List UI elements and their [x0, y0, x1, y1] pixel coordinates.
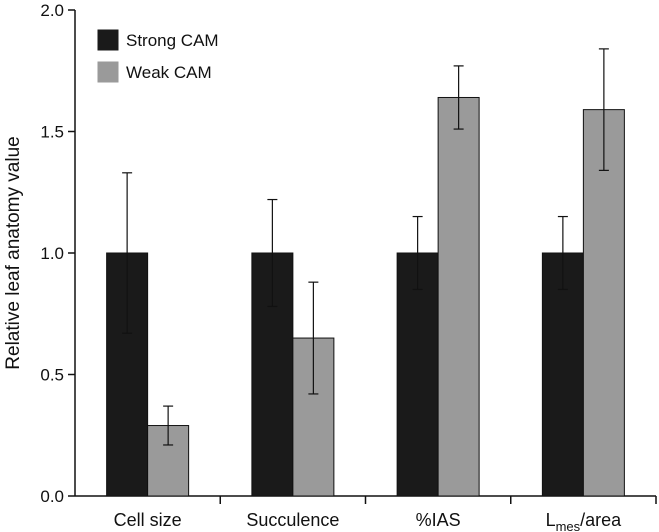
- category-labels: Cell size Succulence %IAS Lmes/area: [114, 510, 623, 532]
- bar-weak-cam: [437, 96, 480, 497]
- x-ticks: [219, 496, 657, 504]
- legend-swatch: [97, 29, 119, 51]
- category-label-subscript: mes: [556, 519, 581, 532]
- y-tick-label: 0.0: [40, 487, 64, 506]
- error-bars: [122, 48, 609, 446]
- y-axis-label: Relative leaf anatomy value: [3, 136, 24, 369]
- bar-strong-cam: [541, 252, 584, 497]
- legend-label: Strong CAM: [126, 31, 219, 50]
- bars: [106, 96, 625, 497]
- category-label-main: L: [546, 510, 556, 530]
- y-ticks: 0.0 0.5 1.0 1.5 2.0: [40, 1, 75, 506]
- y-tick-label: 1.0: [40, 244, 64, 263]
- category-label: Succulence: [246, 510, 339, 530]
- category-label: Cell size: [114, 510, 182, 530]
- category-label-rest: /area: [580, 510, 622, 530]
- legend-label: Weak CAM: [126, 63, 212, 82]
- legend: Strong CAM Weak CAM: [97, 29, 219, 83]
- y-tick-label: 1.5: [40, 123, 64, 142]
- category-label: %IAS: [416, 510, 461, 530]
- legend-swatch: [97, 61, 119, 83]
- y-tick-label: 0.5: [40, 366, 64, 385]
- y-tick-label: 2.0: [40, 1, 64, 20]
- category-label: Lmes/area: [546, 510, 623, 532]
